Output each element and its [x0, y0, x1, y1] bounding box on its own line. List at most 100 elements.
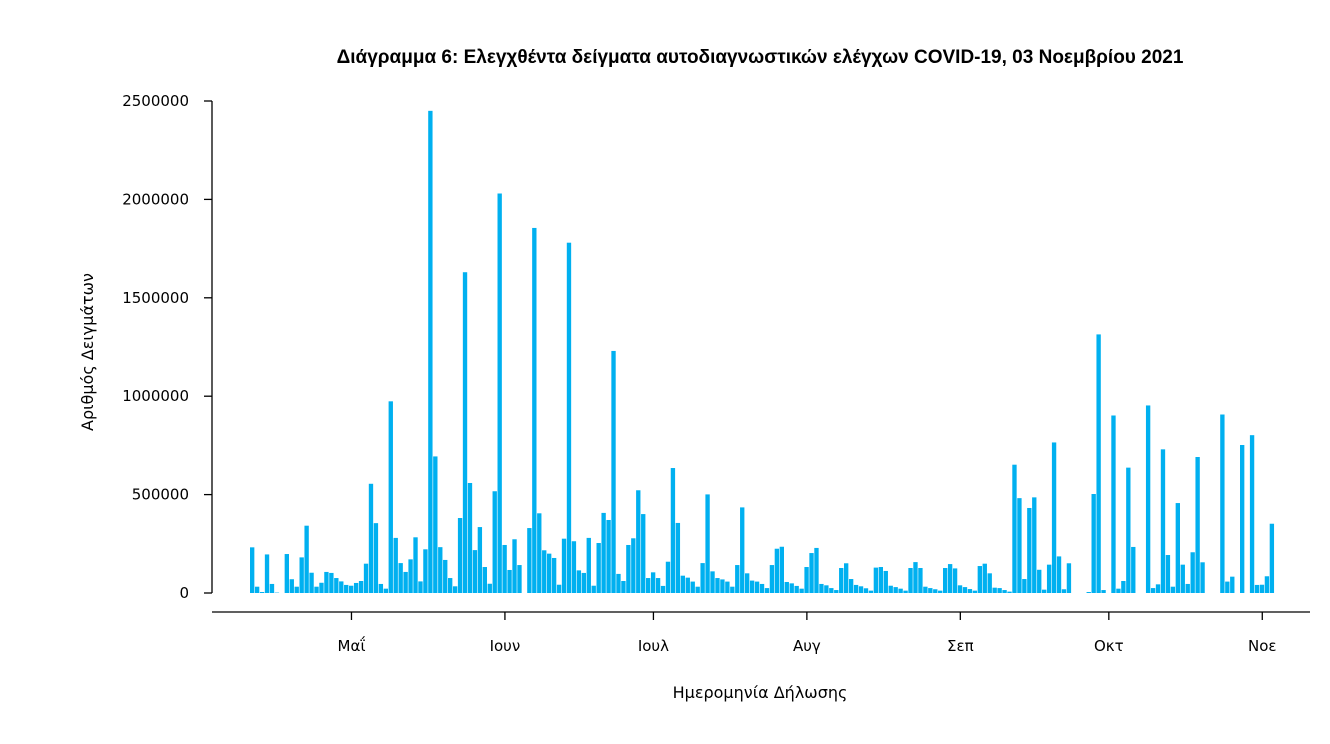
bar [269, 583, 275, 593]
bar [1240, 445, 1245, 593]
bar [997, 588, 1002, 593]
bar [1150, 588, 1156, 593]
bar [675, 522, 681, 593]
bar [438, 547, 443, 593]
bar [1091, 494, 1096, 593]
bar [848, 579, 854, 593]
bar [1160, 449, 1166, 593]
bar [353, 582, 359, 593]
bar [844, 563, 849, 593]
bar [764, 588, 770, 593]
bar [482, 567, 487, 593]
bar [314, 586, 319, 593]
bar [324, 571, 329, 593]
bar [655, 578, 661, 593]
bar [1002, 590, 1007, 593]
bar [1269, 523, 1275, 593]
bar [418, 581, 423, 593]
bar [824, 585, 829, 593]
bar [725, 581, 730, 593]
bar [304, 525, 309, 593]
bar [650, 572, 656, 593]
bar [947, 564, 953, 593]
bar [349, 585, 354, 593]
bar [462, 272, 468, 593]
bar [581, 572, 586, 593]
bar [373, 523, 379, 593]
bar [452, 586, 458, 593]
y-tick-label: 2000000 [122, 190, 189, 208]
bar [289, 579, 294, 593]
bar [908, 568, 913, 593]
bar [680, 575, 685, 593]
bar [1254, 584, 1260, 593]
bar [1017, 498, 1022, 593]
bar [611, 350, 616, 593]
bar [1086, 592, 1091, 593]
bar [977, 566, 982, 593]
bar [893, 587, 898, 593]
x-tick-label: Ιουλ [638, 637, 669, 655]
bar [457, 518, 463, 593]
bar [586, 537, 591, 593]
bar [339, 581, 344, 593]
x-tick-label: Οκτ [1094, 637, 1124, 655]
bar [566, 242, 572, 593]
bar [1200, 562, 1205, 593]
bar [576, 570, 582, 593]
bar [952, 568, 958, 593]
bar [799, 588, 804, 593]
x-tick-label: Νοε [1248, 637, 1277, 655]
bar [962, 587, 968, 593]
bar [428, 110, 433, 593]
bar [383, 588, 388, 593]
bar [839, 568, 844, 593]
y-axis: 0 500000 1000000 1500000 2000000 2500000 [122, 92, 213, 602]
bar [532, 227, 537, 593]
bar [1180, 564, 1185, 593]
bar [631, 538, 636, 593]
bar [913, 562, 918, 593]
bar [819, 583, 824, 593]
bar [705, 494, 710, 593]
bar [700, 563, 705, 593]
bar [670, 468, 676, 593]
bar [487, 583, 492, 593]
bar [695, 586, 700, 593]
x-axis-label: Ημερομηνία Δήλωσης [673, 683, 848, 702]
x-axis: Μαΐ Ιουν Ιουλ Αυγ Σεπ Οκτ Νοε [212, 611, 1310, 655]
bar [596, 543, 601, 593]
bar [547, 553, 552, 593]
bar [1220, 414, 1225, 593]
y-axis-label: Αριθμός Δειγμάτων [78, 273, 97, 431]
bar [1046, 564, 1052, 593]
bar [1121, 581, 1126, 593]
bar [344, 584, 349, 593]
bar [1249, 435, 1255, 593]
bar [433, 456, 438, 593]
bar [1111, 415, 1116, 593]
bar [537, 513, 542, 593]
bar [660, 585, 666, 593]
bar [1027, 507, 1032, 593]
bar [967, 589, 973, 593]
bar [898, 588, 903, 593]
bar [814, 547, 819, 593]
bar [715, 578, 720, 593]
bar [735, 565, 740, 593]
bar [769, 565, 775, 593]
bar [1259, 584, 1265, 593]
bar [1051, 442, 1057, 593]
bar [918, 568, 923, 593]
bar [398, 563, 403, 593]
bar [636, 490, 641, 593]
bar [413, 537, 418, 593]
bar [759, 583, 765, 593]
bar [393, 537, 398, 593]
bar [259, 592, 265, 593]
bar [556, 584, 562, 593]
bar [774, 548, 780, 593]
bar [1037, 569, 1042, 593]
bar [923, 586, 928, 593]
